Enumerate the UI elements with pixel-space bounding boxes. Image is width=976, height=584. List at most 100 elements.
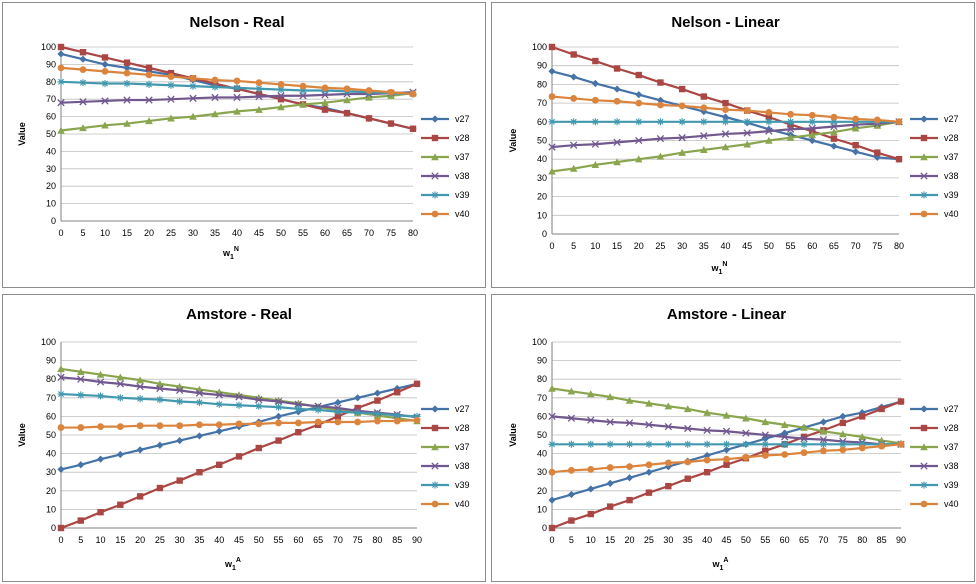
data-point (613, 158, 621, 166)
legend-item-v37: v37 (421, 152, 470, 162)
data-point (57, 99, 65, 107)
data-point (700, 118, 708, 126)
y-tick-label: 60 (537, 117, 547, 127)
series-v38 (548, 118, 903, 151)
y-tick-label: 20 (46, 486, 56, 496)
y-tick-label: 50 (46, 129, 56, 139)
data-point (700, 93, 708, 100)
data-point (570, 73, 578, 81)
series-v38 (57, 88, 417, 107)
data-point (700, 146, 708, 154)
y-tick-label: 100 (41, 42, 56, 52)
data-point (255, 402, 263, 410)
data-point (678, 148, 686, 156)
y-tick-label: 50 (46, 430, 56, 440)
data-point (274, 397, 283, 406)
data-point (136, 382, 144, 391)
data-point (606, 440, 614, 448)
data-point (189, 74, 197, 82)
data-point (57, 424, 65, 431)
x-tick-label: 80 (857, 535, 867, 545)
data-point (567, 466, 575, 474)
data-point (299, 86, 307, 95)
legend-item-v40: v40 (421, 499, 470, 509)
y-tick-label: 90 (537, 356, 547, 366)
data-point (233, 93, 241, 102)
data-point (664, 459, 672, 467)
data-point (123, 96, 131, 104)
data-point (294, 419, 302, 427)
chart-title: Amstore - Real (186, 306, 292, 323)
x-tick-label: 65 (799, 535, 809, 545)
y-tick-label: 40 (537, 154, 547, 164)
x-tick-label: 25 (644, 535, 654, 545)
data-point (211, 83, 219, 91)
data-point (76, 367, 85, 375)
data-point (858, 433, 867, 441)
data-point (136, 493, 144, 500)
data-point (568, 517, 575, 524)
data-point (722, 411, 731, 419)
series-v40 (548, 93, 903, 126)
series-v37 (548, 384, 905, 447)
data-point (859, 413, 866, 420)
data-point (96, 370, 105, 378)
chart-panel-nelson-real: Nelson - Real 0 10 20 30 40 50 60 70 80 90 100 0 5 10 1… (2, 2, 486, 288)
x-tick-label: 55 (274, 535, 284, 545)
legend-item-v27: v27 (910, 114, 959, 124)
data-point (215, 400, 223, 408)
data-point (215, 391, 223, 399)
x-tick-label: 65 (313, 535, 323, 545)
y-tick-label: 70 (46, 94, 56, 104)
data-point (77, 391, 85, 399)
data-point (645, 461, 653, 469)
data-point (721, 130, 730, 138)
data-point (786, 133, 795, 141)
data-point (625, 474, 634, 482)
data-point (761, 431, 769, 439)
x-tick-label: 55 (298, 228, 308, 238)
data-point (235, 420, 243, 428)
data-point (625, 419, 634, 427)
legend-item-v37: v37 (421, 442, 470, 452)
data-point (742, 453, 750, 461)
data-point (839, 430, 847, 438)
legend-item-v37: v37 (910, 442, 959, 452)
data-point (176, 477, 183, 484)
legend-item-v27: v27 (421, 114, 470, 124)
data-point (275, 419, 282, 427)
data-point (145, 96, 153, 104)
data-point (700, 132, 708, 140)
legend-item-v38: v38 (910, 461, 959, 471)
legend-marker (431, 424, 439, 432)
legend-label: v38 (455, 171, 470, 181)
data-point (684, 440, 692, 448)
x-tick-label: 40 (702, 535, 712, 545)
data-point (703, 408, 711, 416)
data-point (156, 384, 164, 393)
data-point (781, 451, 789, 458)
legend-item-v40: v40 (910, 209, 959, 219)
data-point (830, 113, 838, 121)
x-tick-label: 55 (760, 535, 770, 545)
legend-label: v27 (944, 114, 959, 124)
y-tick-label: 0 (542, 229, 547, 239)
data-point (591, 161, 600, 169)
data-point (57, 373, 65, 381)
legend-item-v39: v39 (421, 480, 470, 490)
x-tick-label: 10 (590, 241, 600, 251)
data-point (176, 397, 184, 406)
data-point (79, 124, 87, 132)
x-tick-label: 50 (276, 228, 286, 238)
data-point (645, 440, 653, 448)
y-tick-label: 60 (46, 112, 56, 122)
data-point (176, 436, 184, 445)
data-point (819, 418, 828, 426)
data-point (548, 93, 556, 100)
data-point (703, 426, 711, 435)
y-tick-label: 70 (537, 98, 547, 108)
data-point (548, 412, 556, 421)
data-point (97, 423, 104, 431)
legend-marker (920, 405, 928, 413)
data-point (77, 424, 85, 431)
